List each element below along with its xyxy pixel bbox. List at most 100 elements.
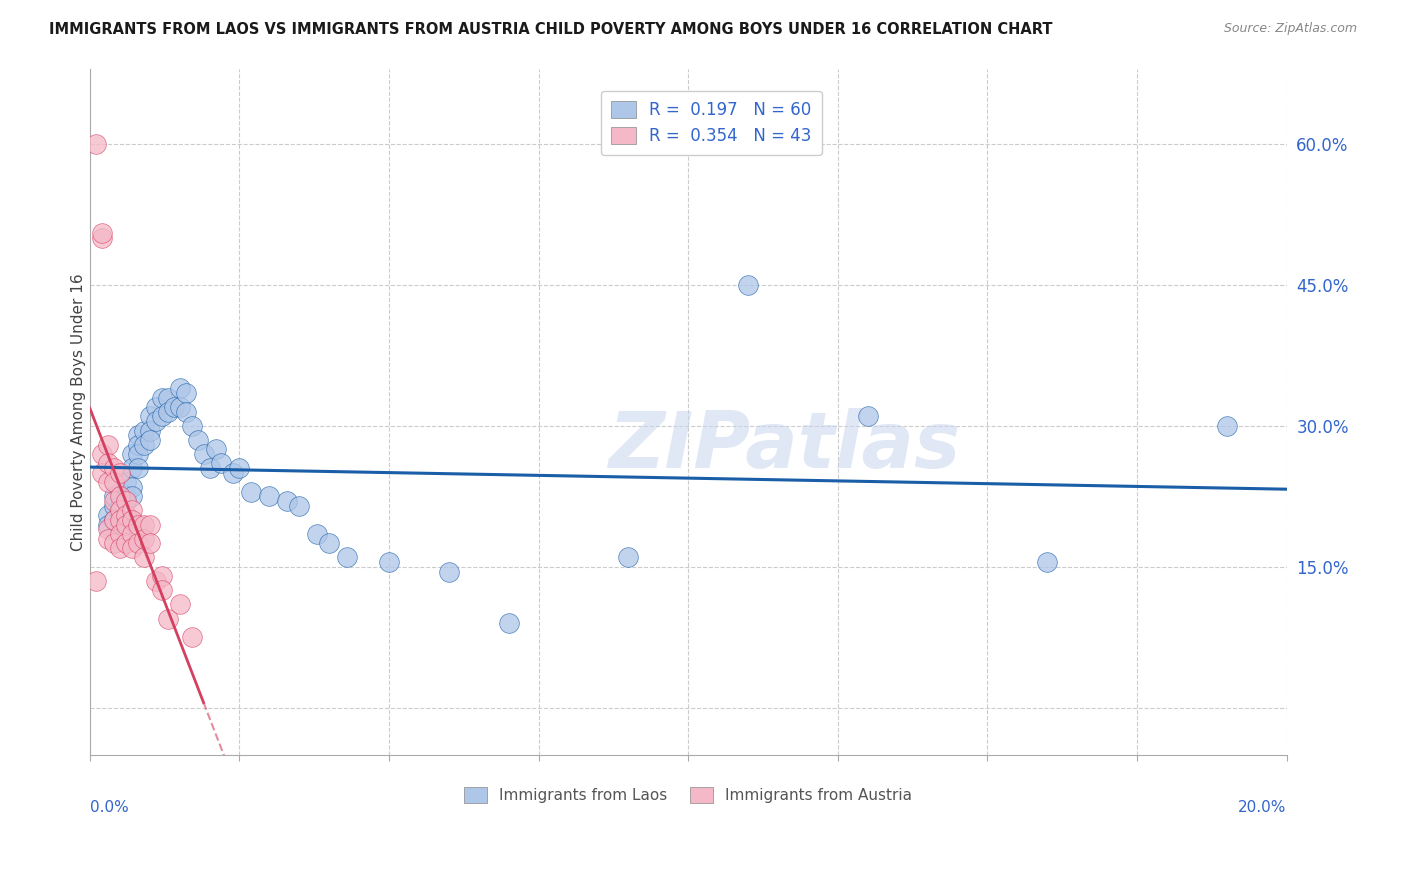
Point bbox=[132, 424, 155, 438]
Point bbox=[240, 484, 263, 499]
Point bbox=[103, 513, 125, 527]
Point bbox=[132, 517, 155, 532]
Point bbox=[132, 437, 155, 451]
Point bbox=[103, 489, 125, 503]
Point bbox=[211, 457, 233, 471]
Point bbox=[114, 536, 136, 550]
Point bbox=[288, 499, 311, 513]
Point bbox=[103, 475, 125, 490]
Point bbox=[121, 513, 143, 527]
Point bbox=[169, 400, 191, 414]
Point bbox=[84, 574, 107, 588]
Text: Source: ZipAtlas.com: Source: ZipAtlas.com bbox=[1223, 22, 1357, 36]
Point bbox=[145, 414, 167, 428]
Point bbox=[90, 447, 112, 461]
Point bbox=[121, 480, 143, 494]
Point bbox=[114, 508, 136, 523]
Point bbox=[97, 517, 120, 532]
Point bbox=[127, 447, 149, 461]
Point bbox=[97, 475, 120, 490]
Point bbox=[150, 409, 173, 424]
Point bbox=[336, 550, 359, 565]
Point bbox=[90, 226, 112, 240]
Point bbox=[156, 405, 179, 419]
Point bbox=[103, 499, 125, 513]
Point bbox=[121, 527, 143, 541]
Point bbox=[180, 418, 202, 433]
Text: IMMIGRANTS FROM LAOS VS IMMIGRANTS FROM AUSTRIA CHILD POVERTY AMONG BOYS UNDER 1: IMMIGRANTS FROM LAOS VS IMMIGRANTS FROM … bbox=[49, 22, 1053, 37]
Point bbox=[108, 513, 131, 527]
Point bbox=[180, 631, 202, 645]
Point bbox=[108, 513, 131, 527]
Point bbox=[150, 391, 173, 405]
Point bbox=[97, 522, 120, 536]
Point bbox=[174, 385, 197, 400]
Text: 20.0%: 20.0% bbox=[1239, 799, 1286, 814]
Point bbox=[193, 447, 215, 461]
Point bbox=[121, 541, 143, 555]
Point bbox=[737, 277, 759, 292]
Point bbox=[498, 616, 520, 631]
Legend: Immigrants from Laos, Immigrants from Austria: Immigrants from Laos, Immigrants from Au… bbox=[458, 780, 918, 809]
Point bbox=[127, 536, 149, 550]
Point bbox=[259, 489, 281, 503]
Point bbox=[108, 503, 131, 517]
Point bbox=[378, 555, 401, 569]
Point bbox=[90, 231, 112, 245]
Point bbox=[114, 494, 136, 508]
Point bbox=[156, 391, 179, 405]
Point bbox=[156, 611, 179, 625]
Point bbox=[1036, 555, 1059, 569]
Point bbox=[617, 550, 640, 565]
Point bbox=[145, 574, 167, 588]
Point bbox=[307, 527, 329, 541]
Point bbox=[90, 466, 112, 480]
Point bbox=[437, 565, 460, 579]
Point bbox=[114, 517, 136, 532]
Point bbox=[114, 508, 136, 523]
Point bbox=[108, 484, 131, 499]
Point bbox=[127, 437, 149, 451]
Point bbox=[162, 400, 184, 414]
Point bbox=[84, 136, 107, 151]
Point bbox=[856, 409, 879, 424]
Point bbox=[132, 532, 155, 546]
Point bbox=[318, 536, 340, 550]
Point bbox=[204, 442, 226, 457]
Point bbox=[132, 550, 155, 565]
Point bbox=[108, 489, 131, 503]
Y-axis label: Child Poverty Among Boys Under 16: Child Poverty Among Boys Under 16 bbox=[72, 273, 86, 550]
Point bbox=[222, 466, 245, 480]
Point bbox=[103, 513, 125, 527]
Point bbox=[127, 461, 149, 475]
Point bbox=[108, 499, 131, 513]
Point bbox=[150, 583, 173, 598]
Point bbox=[97, 457, 120, 471]
Point bbox=[138, 409, 160, 424]
Point bbox=[121, 447, 143, 461]
Point bbox=[108, 527, 131, 541]
Point bbox=[103, 461, 125, 475]
Point bbox=[198, 461, 221, 475]
Point bbox=[138, 536, 160, 550]
Text: ZIPatlas: ZIPatlas bbox=[607, 408, 960, 484]
Point bbox=[169, 598, 191, 612]
Point bbox=[127, 517, 149, 532]
Point bbox=[174, 405, 197, 419]
Point bbox=[103, 536, 125, 550]
Point bbox=[127, 428, 149, 442]
Point bbox=[228, 461, 250, 475]
Point bbox=[114, 494, 136, 508]
Point bbox=[1216, 418, 1239, 433]
Point bbox=[97, 532, 120, 546]
Point bbox=[145, 400, 167, 414]
Point bbox=[138, 517, 160, 532]
Point bbox=[169, 381, 191, 395]
Point bbox=[121, 489, 143, 503]
Text: 0.0%: 0.0% bbox=[90, 799, 128, 814]
Point bbox=[138, 424, 160, 438]
Point bbox=[150, 569, 173, 583]
Point bbox=[108, 466, 131, 480]
Point bbox=[187, 433, 209, 447]
Point bbox=[97, 508, 120, 523]
